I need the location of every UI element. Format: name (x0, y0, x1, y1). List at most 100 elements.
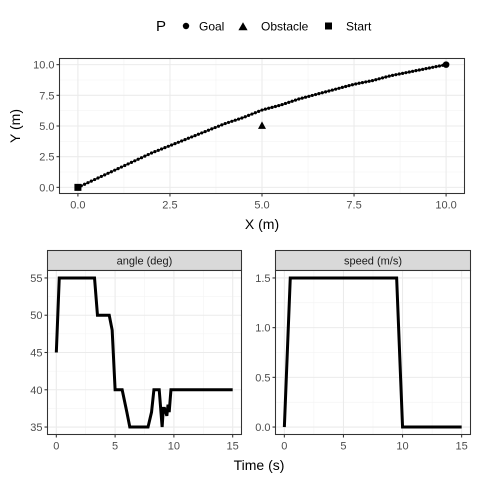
trajectory-dot (103, 173, 107, 177)
trajectory-dot (139, 156, 144, 160)
trajectory-dot (106, 171, 110, 175)
trajectory-dot (220, 123, 224, 127)
speed-y-tick-label: 1.0 (255, 323, 270, 335)
trajectory-dot (113, 168, 117, 172)
trajectory-dot (303, 95, 308, 99)
trajectory-dot (173, 142, 177, 146)
trajectory-dot (257, 109, 261, 113)
trajectory-dot (89, 179, 93, 183)
trajectory-dot (407, 70, 411, 74)
trajectory-dot (213, 125, 217, 130)
trajectory-dot (159, 147, 164, 151)
trajectory-dot (350, 83, 354, 87)
speed-grid (275, 270, 471, 435)
angle-y-tick-label: 40 (30, 385, 42, 397)
trajectory-dot (337, 86, 341, 90)
speed-panel-border (274, 269, 472, 436)
path-y-tick-label: 5.0 (39, 121, 54, 133)
trajectory-dot (206, 128, 211, 132)
trajectory-dot (421, 67, 425, 71)
trajectory-dot (277, 103, 281, 108)
trajectory-dot (263, 107, 267, 111)
angle-y-tick-label: 50 (30, 310, 42, 322)
trajectory-dot (394, 73, 398, 77)
trajectory-dot (226, 120, 231, 125)
path-x-tick-label: 7.5 (346, 200, 361, 212)
angle-y-ticks: 35 40 45 50 55 (30, 273, 48, 434)
trajectory-dot (163, 146, 167, 150)
angle-x-ticks: 0 5 10 15 (53, 434, 239, 453)
trajectory-dot (253, 111, 257, 115)
legend-label-goal: Goal (199, 20, 224, 34)
trajectory-dot (367, 79, 371, 83)
trajectory-dot (344, 84, 348, 89)
trajectory-dot (129, 160, 134, 164)
speed-x-tick-label: 5 (340, 441, 346, 453)
path-x-tick-label: 10.0 (435, 200, 456, 212)
trajectory-dot (123, 163, 127, 168)
trajectory-dot (190, 135, 194, 139)
trajectory-dot (273, 104, 277, 109)
trajectory-dot (233, 118, 237, 122)
trajectory-dot (200, 131, 204, 135)
trajectory-dot (203, 129, 207, 134)
trajectory-dot (243, 115, 247, 119)
legend-label-start: Start (346, 20, 372, 34)
trajectory-dot (280, 102, 284, 107)
trajectory-dot (390, 73, 395, 77)
trajectory-dot (86, 181, 90, 185)
trajectory-dot (236, 117, 241, 121)
legend-start-square-icon (325, 22, 332, 30)
trajectory-y-axis-title: Y (m) (7, 109, 23, 143)
path-y-tick-label: 2.5 (39, 152, 54, 164)
trajectory-dot (293, 98, 298, 102)
trajectory-dot (166, 144, 170, 148)
speed-x-tick-label: 0 (281, 441, 287, 453)
trajectory-dot (360, 81, 365, 85)
trajectory-dot (287, 100, 291, 104)
trajectory-dot (270, 105, 274, 109)
trajectory-dot (400, 71, 405, 75)
trajectory-dot (93, 177, 97, 182)
trajectory-dot (260, 108, 264, 112)
trajectory-dot (83, 182, 87, 186)
trajectory-dot (427, 66, 431, 70)
path-y-tick-label: 10.0 (33, 60, 54, 72)
trajectory-dot (247, 113, 251, 117)
trajectory-x-ticks: 0.0 2.5 5.0 7.5 10.0 (70, 193, 457, 212)
legend-title: P (156, 18, 166, 35)
speed-x-tick-label: 15 (456, 441, 468, 453)
goal-point-circle (442, 61, 450, 68)
start-point-square (74, 183, 82, 191)
angle-panel: angle (deg) 0 5 10 15 35 40 45 50 55 (30, 249, 243, 453)
path-y-tick-label: 0.0 (39, 182, 54, 194)
speed-y-ticks: 0.0 0.5 1.0 1.5 (255, 273, 276, 434)
trajectory-dot (384, 75, 388, 79)
trajectory-dot (230, 119, 234, 123)
angle-y-tick-label: 35 (30, 422, 42, 434)
speed-x-tick-label: 10 (396, 441, 408, 453)
trajectory-dot (223, 121, 227, 126)
trajectory-dot (216, 124, 221, 128)
speed-panel: speed (m/s) 0 5 10 15 0.0 0.5 1.0 1.5 (255, 249, 472, 453)
trajectory-dot (313, 92, 318, 97)
trajectory-dot (210, 127, 214, 131)
trajectory-dot (330, 88, 334, 92)
trajectory-dot (156, 148, 160, 152)
legend: P Goal Obstacle Start (156, 18, 372, 35)
trajectory-dot (307, 94, 311, 98)
trajectory-dot (380, 76, 385, 80)
trajectory-dot (404, 71, 408, 75)
trajectory-dot (196, 132, 200, 136)
trajectory-dot (387, 74, 391, 78)
trajectory-dot (347, 84, 351, 88)
path-x-tick-label: 2.5 (162, 200, 177, 212)
trajectory-x-axis-title: X (m) (245, 216, 279, 232)
trajectory-dot (434, 65, 438, 69)
trajectory-dot (193, 134, 197, 138)
trajectory-dot (377, 77, 381, 81)
speed-y-tick-label: 0.0 (255, 422, 270, 434)
trajectory-dot (374, 78, 378, 82)
trajectory-dot (424, 67, 428, 71)
